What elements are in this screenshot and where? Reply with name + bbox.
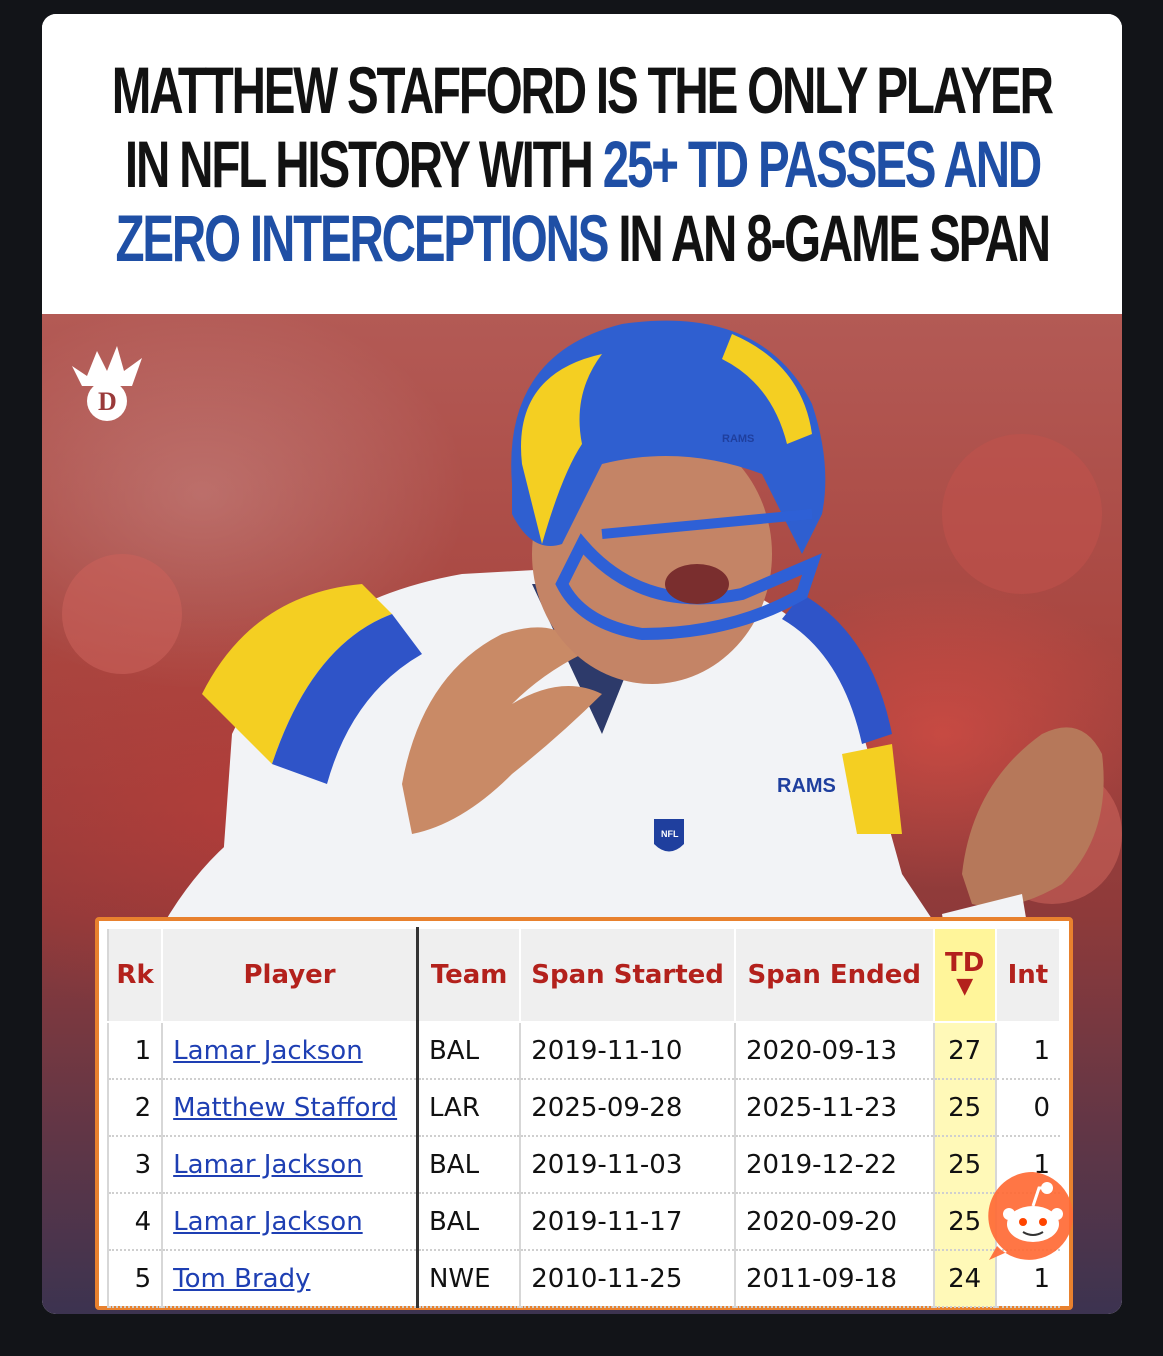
cell-span-ended: 2020-09-20 xyxy=(733,1193,934,1251)
draftkings-crown-logo: D xyxy=(72,346,142,421)
table-row: 1 Lamar Jackson BAL 2019-11-10 2020-09-1… xyxy=(106,1022,1060,1080)
cell-team: LAR xyxy=(416,1079,521,1137)
cell-span-started: 2019-11-03 xyxy=(519,1136,735,1194)
table-header-row: Rk Player Team Span Started Span Ended T… xyxy=(106,927,1062,1023)
cell-td: 27 xyxy=(932,1022,996,1080)
cell-span-started: 2025-09-28 xyxy=(519,1079,735,1137)
cell-rank: 2 xyxy=(106,1079,163,1137)
stats-table-panel: Rk Player Team Span Started Span Ended T… xyxy=(95,917,1073,1310)
cell-span-started: 2019-11-10 xyxy=(519,1022,735,1080)
player-link[interactable]: Lamar Jackson xyxy=(173,1035,363,1066)
col-header-player[interactable]: Player xyxy=(161,927,419,1023)
post-image-card: MATTHEW STAFFORD IS THE ONLY PLAYER IN N… xyxy=(42,14,1122,1314)
table-row: 4 Lamar Jackson BAL 2019-11-17 2020-09-2… xyxy=(106,1193,1060,1251)
sort-desc-icon: ▼ xyxy=(956,974,974,999)
headline-text-3b: IN AN 8-GAME SPAN xyxy=(607,201,1051,275)
headline-text-1: MATTHEW STAFFORD IS THE ONLY PLAYER xyxy=(112,53,1054,127)
nfl-shield-text: NFL xyxy=(661,829,679,839)
table-row: 2 Matthew Stafford LAR 2025-09-28 2025-1… xyxy=(106,1079,1060,1137)
cell-span-ended: 2020-09-13 xyxy=(733,1022,934,1080)
col-header-rk[interactable]: Rk xyxy=(106,927,164,1023)
cell-player: Lamar Jackson xyxy=(161,1136,419,1194)
table-row: 3 Lamar Jackson BAL 2019-11-03 2019-12-2… xyxy=(106,1136,1060,1194)
cell-rank: 1 xyxy=(106,1022,163,1080)
reddit-snoo-icon[interactable] xyxy=(985,1168,1081,1264)
cell-team: BAL xyxy=(416,1022,521,1080)
cell-rank: 3 xyxy=(106,1136,163,1194)
cell-span-ended: 2025-11-23 xyxy=(733,1079,934,1137)
col-header-int[interactable]: Int xyxy=(994,927,1062,1023)
headline-text-2b: 25+ TD PASSES AND xyxy=(602,127,1041,201)
headline-text-3a: ZERO INTERCEPTIONS xyxy=(115,201,609,275)
cell-rank: 4 xyxy=(106,1193,163,1251)
draftkings-logo-letter: D xyxy=(98,387,117,416)
cell-team: BAL xyxy=(416,1136,521,1194)
headline-line-2: IN NFL HISTORY WITH 25+ TD PASSES AND xyxy=(124,127,1041,201)
player-link[interactable]: Matthew Stafford xyxy=(173,1092,398,1123)
helmet-wordmark: RAMS xyxy=(722,433,754,445)
cell-span-ended: 2019-12-22 xyxy=(733,1136,934,1194)
cell-td: 25 xyxy=(932,1136,996,1194)
jersey-wordmark: RAMS xyxy=(777,775,836,797)
player-link[interactable]: Tom Brady xyxy=(173,1263,311,1294)
cell-td: 24 xyxy=(932,1250,996,1308)
table-row: 5 Tom Brady NWE 2010-11-25 2011-09-18 24… xyxy=(106,1250,1060,1308)
cell-player: Lamar Jackson xyxy=(161,1193,419,1251)
player-link[interactable]: Lamar Jackson xyxy=(173,1206,363,1237)
col-header-span-started[interactable]: Span Started xyxy=(519,927,736,1023)
cell-team: NWE xyxy=(416,1250,521,1308)
headline-line-1: MATTHEW STAFFORD IS THE ONLY PLAYER xyxy=(112,53,1054,127)
cell-player: Tom Brady xyxy=(161,1250,419,1308)
player-link[interactable]: Lamar Jackson xyxy=(173,1149,363,1180)
cell-player: Lamar Jackson xyxy=(161,1022,419,1080)
cell-int: 0 xyxy=(994,1079,1060,1137)
stats-table: Rk Player Team Span Started Span Ended T… xyxy=(106,927,1062,1308)
cell-span-started: 2019-11-17 xyxy=(519,1193,735,1251)
cell-td: 25 xyxy=(932,1193,996,1251)
cell-span-started: 2010-11-25 xyxy=(519,1250,735,1308)
cell-team: BAL xyxy=(416,1193,521,1251)
player-photo: RAMS RAMS NFL D xyxy=(42,314,1122,1314)
col-header-td[interactable]: TD ▼ xyxy=(932,927,997,1023)
cell-rank: 5 xyxy=(106,1250,163,1308)
cell-int: 1 xyxy=(994,1022,1060,1080)
headline-line-3: ZERO INTERCEPTIONS IN AN 8-GAME SPAN xyxy=(115,201,1051,275)
cell-span-ended: 2011-09-18 xyxy=(733,1250,934,1308)
col-header-team[interactable]: Team xyxy=(416,927,522,1023)
headline-block: MATTHEW STAFFORD IS THE ONLY PLAYER IN N… xyxy=(42,14,1122,314)
col-header-span-ended[interactable]: Span Ended xyxy=(733,927,935,1023)
col-header-td-label: TD xyxy=(944,948,985,978)
cell-player: Matthew Stafford xyxy=(161,1079,419,1137)
cell-td: 25 xyxy=(932,1079,996,1137)
headline-text-2a: IN NFL HISTORY WITH xyxy=(124,127,603,201)
